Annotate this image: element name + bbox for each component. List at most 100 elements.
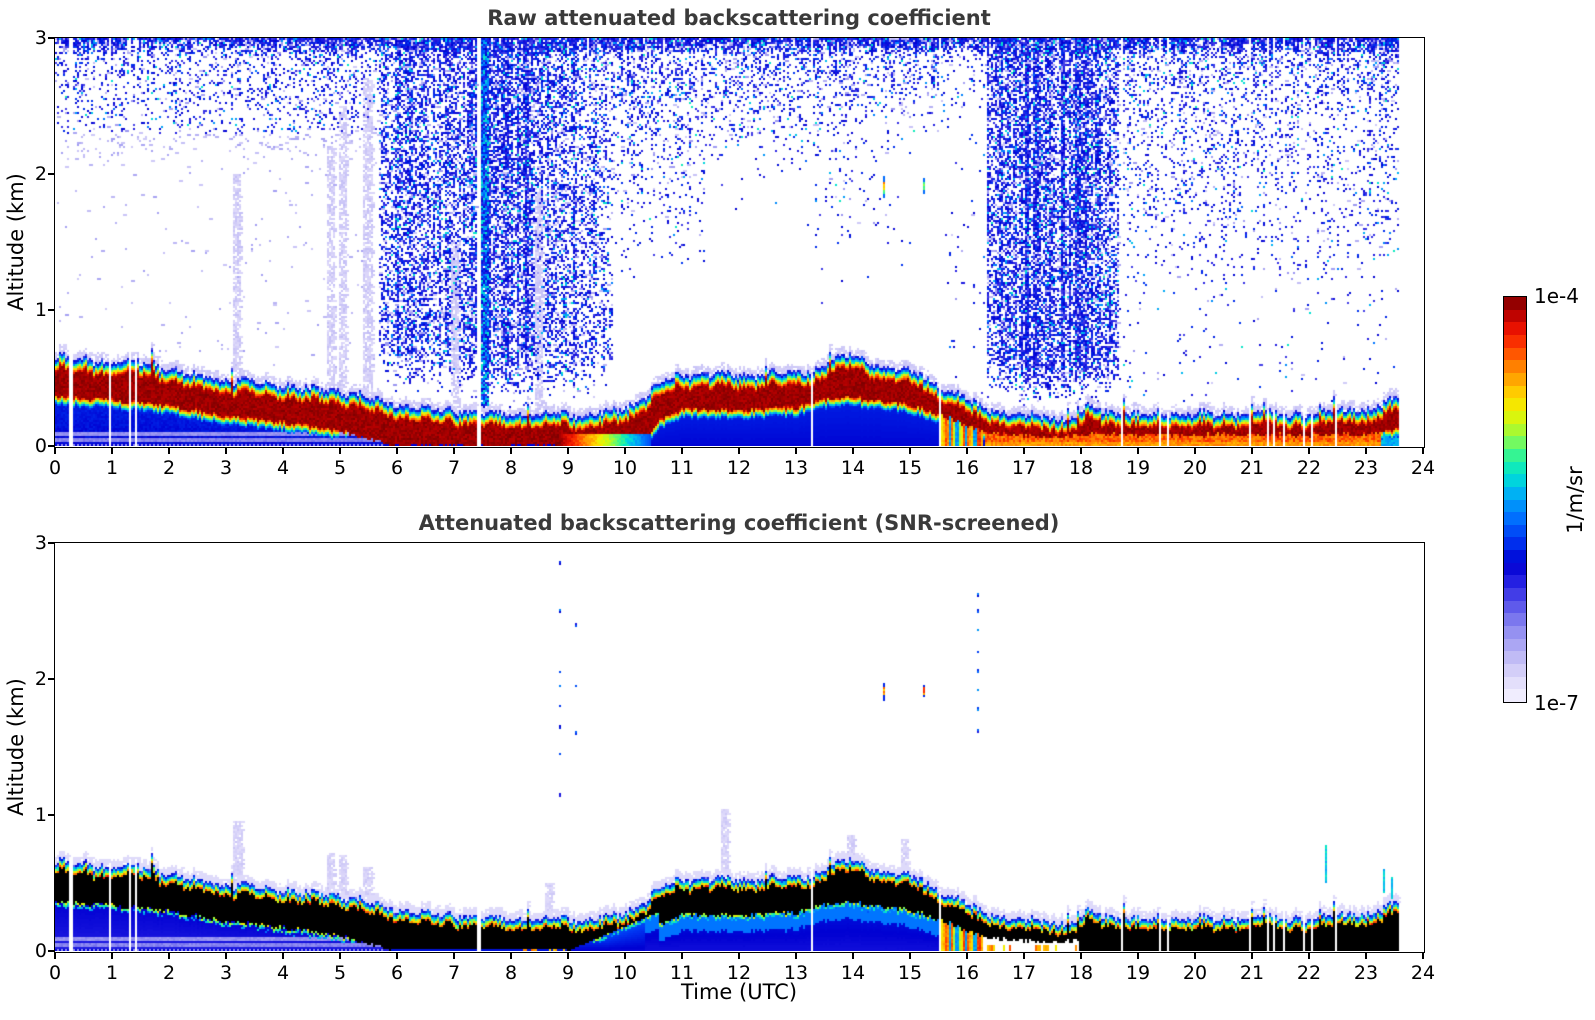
x-tick-label-screened: 10 bbox=[612, 962, 638, 984]
x-tick-mark-screened bbox=[54, 952, 56, 959]
x-tick-label-raw: 3 bbox=[219, 457, 233, 479]
x-tick-label-raw: 13 bbox=[783, 457, 809, 479]
colorbar-step bbox=[1504, 676, 1526, 690]
x-tick-label-screened: 20 bbox=[1182, 962, 1208, 984]
colorbar bbox=[1503, 296, 1527, 703]
x-tick-label-raw: 15 bbox=[897, 457, 923, 479]
x-tick-mark-raw bbox=[54, 447, 56, 454]
colorbar-step bbox=[1504, 626, 1526, 639]
x-tick-label-raw: 16 bbox=[954, 457, 980, 479]
x-tick-label-raw: 0 bbox=[48, 457, 62, 479]
colorbar-step bbox=[1504, 664, 1526, 677]
heatmap-screened-canvas bbox=[54, 542, 1423, 951]
x-tick-mark-raw bbox=[396, 447, 398, 454]
x-tick-mark-raw bbox=[111, 447, 113, 454]
colorbar-step bbox=[1504, 334, 1526, 348]
colorbar-step bbox=[1504, 423, 1526, 437]
x-tick-mark-raw bbox=[1023, 447, 1025, 454]
colorbar-step bbox=[1504, 575, 1526, 589]
x-tick-mark-raw bbox=[1308, 447, 1310, 454]
colorbar-step bbox=[1504, 385, 1526, 399]
x-tick-mark-raw bbox=[339, 447, 341, 454]
x-tick-label-raw: 22 bbox=[1296, 457, 1322, 479]
x-tick-label-raw: 12 bbox=[726, 457, 752, 479]
x-tick-mark-screened bbox=[681, 952, 683, 959]
y-tick-mark-screened bbox=[47, 814, 54, 816]
x-tick-mark-raw bbox=[282, 447, 284, 454]
x-tick-label-raw: 9 bbox=[561, 457, 575, 479]
x-tick-mark-screened bbox=[225, 952, 227, 959]
x-tick-label-raw: 20 bbox=[1182, 457, 1208, 479]
colorbar-step bbox=[1504, 588, 1526, 601]
x-tick-mark-screened bbox=[1308, 952, 1310, 959]
colorbar-step bbox=[1504, 689, 1526, 702]
x-tick-label-screened: 18 bbox=[1068, 962, 1094, 984]
x-tick-mark-raw bbox=[1194, 447, 1196, 454]
colorbar-step bbox=[1504, 360, 1526, 373]
x-tick-mark-screened bbox=[1422, 952, 1424, 959]
x-tick-mark-screened bbox=[453, 952, 455, 959]
x-tick-mark-screened bbox=[168, 952, 170, 959]
y-tick-label-screened: 3 bbox=[34, 532, 47, 554]
x-tick-label-screened: 1 bbox=[105, 962, 119, 984]
colorbar-step bbox=[1504, 651, 1526, 665]
colorbar-step bbox=[1504, 486, 1526, 500]
x-tick-label-raw: 2 bbox=[162, 457, 176, 479]
x-tick-label-raw: 11 bbox=[669, 457, 695, 479]
colorbar-step bbox=[1504, 372, 1526, 386]
heatmap-raw-canvas bbox=[54, 37, 1423, 446]
colorbar-step bbox=[1504, 613, 1526, 627]
colorbar-step bbox=[1504, 297, 1526, 310]
x-tick-mark-raw bbox=[966, 447, 968, 454]
x-tick-label-screened: 9 bbox=[561, 962, 575, 984]
x-tick-label-raw: 8 bbox=[504, 457, 518, 479]
y-tick-label-screened: 0 bbox=[34, 940, 47, 962]
x-tick-mark-raw bbox=[1251, 447, 1253, 454]
x-tick-label-screened: 21 bbox=[1239, 962, 1265, 984]
y-tick-mark-raw bbox=[47, 309, 54, 311]
x-tick-label-screened: 12 bbox=[726, 962, 752, 984]
x-tick-label-screened: 2 bbox=[162, 962, 176, 984]
x-tick-mark-raw bbox=[1365, 447, 1367, 454]
colorbar-step bbox=[1504, 461, 1526, 475]
colorbar-max-label: 1e-4 bbox=[1534, 284, 1579, 308]
x-axis-label: Time (UTC) bbox=[680, 980, 798, 1004]
x-tick-label-raw: 6 bbox=[390, 457, 404, 479]
x-tick-label-screened: 22 bbox=[1296, 962, 1322, 984]
x-tick-mark-raw bbox=[738, 447, 740, 454]
x-tick-mark-raw bbox=[1137, 447, 1139, 454]
x-tick-mark-screened bbox=[339, 952, 341, 959]
x-tick-mark-screened bbox=[852, 952, 854, 959]
x-tick-mark-raw bbox=[453, 447, 455, 454]
x-tick-mark-screened bbox=[909, 952, 911, 959]
x-tick-label-raw: 17 bbox=[1011, 457, 1037, 479]
x-tick-label-screened: 7 bbox=[447, 962, 461, 984]
x-tick-label-raw: 5 bbox=[333, 457, 347, 479]
plot-area-screened bbox=[53, 541, 1425, 953]
x-tick-mark-screened bbox=[1023, 952, 1025, 959]
colorbar-step bbox=[1504, 499, 1526, 513]
x-tick-label-screened: 3 bbox=[219, 962, 233, 984]
y-tick-label-raw: 2 bbox=[34, 163, 47, 185]
x-tick-mark-screened bbox=[1080, 952, 1082, 959]
colorbar-step bbox=[1504, 410, 1526, 424]
y-tick-label-screened: 2 bbox=[34, 668, 47, 690]
colorbar-step bbox=[1504, 537, 1526, 551]
x-tick-mark-screened bbox=[1365, 952, 1367, 959]
x-tick-label-screened: 16 bbox=[954, 962, 980, 984]
y-tick-mark-screened bbox=[47, 950, 54, 952]
x-tick-label-raw: 21 bbox=[1239, 457, 1265, 479]
x-tick-label-screened: 23 bbox=[1353, 962, 1379, 984]
x-tick-mark-raw bbox=[795, 447, 797, 454]
x-tick-mark-screened bbox=[396, 952, 398, 959]
x-tick-mark-raw bbox=[1422, 447, 1424, 454]
colorbar-step bbox=[1504, 550, 1526, 563]
colorbar-step bbox=[1504, 600, 1526, 614]
x-tick-mark-raw bbox=[681, 447, 683, 454]
x-tick-mark-screened bbox=[567, 952, 569, 959]
x-tick-mark-screened bbox=[510, 952, 512, 959]
y-tick-label-screened: 1 bbox=[34, 804, 47, 826]
x-tick-mark-screened bbox=[966, 952, 968, 959]
colorbar-step bbox=[1504, 448, 1526, 462]
